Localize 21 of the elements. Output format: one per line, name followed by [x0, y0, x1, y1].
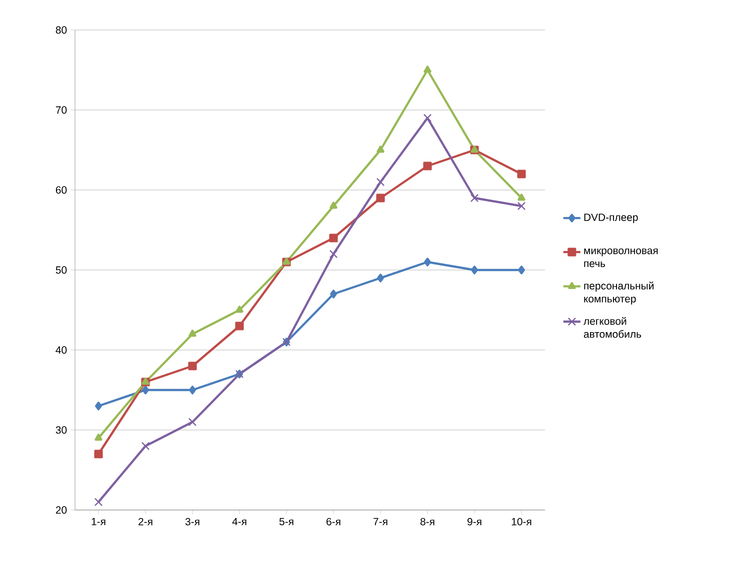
legend-label: микроволновая печь: [584, 248, 658, 268]
x-tick-label: 6-я: [326, 518, 340, 526]
y-tick-label: 80: [56, 26, 67, 34]
x-tick-label: 10-я: [512, 518, 532, 526]
x-tick-label: 5-я: [279, 518, 294, 526]
y-tick-label: 40: [56, 346, 67, 354]
x-tick-label: 7-я: [374, 518, 388, 526]
legend-label: персональный компьютер: [584, 282, 654, 305]
x-tick-label: 2-я: [138, 518, 152, 526]
y-tick-label: 20: [56, 506, 67, 514]
y-tick-label: 30: [56, 426, 67, 434]
x-tick-label: 8-я: [420, 518, 434, 526]
legend-label: DVD-плеер: [584, 214, 638, 224]
x-tick-label: 9-я: [468, 518, 482, 526]
y-tick-label: 70: [56, 106, 67, 114]
x-tick-label: 1-я: [92, 518, 106, 526]
x-tick-label: 3-я: [185, 518, 200, 526]
x-tick-label: 4-я: [232, 518, 246, 526]
y-tick-label: 60: [56, 186, 67, 194]
legend-label: легковой автомобиль: [584, 316, 642, 338]
y-tick-label: 50: [56, 266, 67, 274]
